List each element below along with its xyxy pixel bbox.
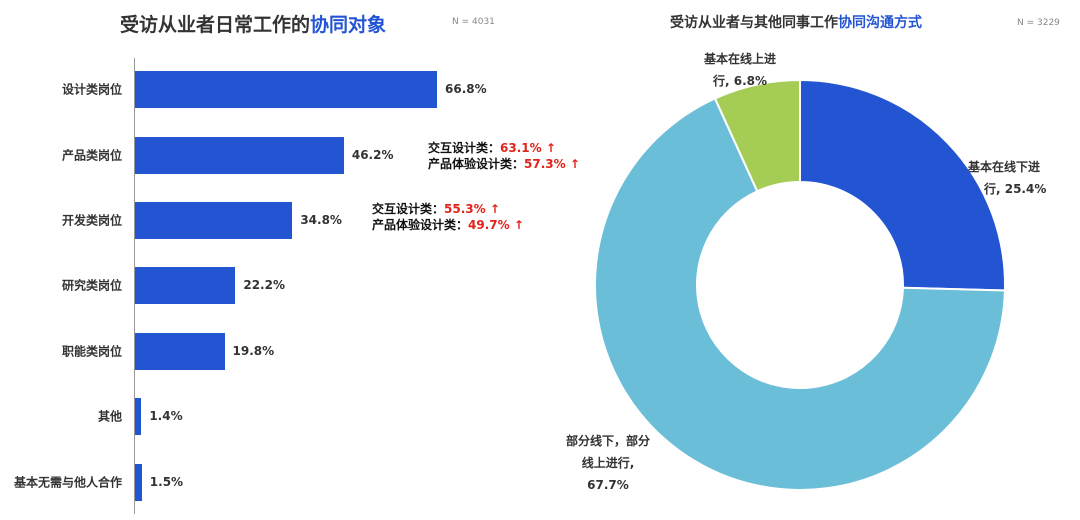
bar bbox=[135, 333, 225, 370]
right-title-highlight: 协同沟通方式 bbox=[838, 15, 922, 31]
donut-slice bbox=[713, 78, 801, 193]
pie-label-online: 基本在线上进 行, 6.8% bbox=[703, 52, 776, 88]
bar bbox=[135, 398, 142, 435]
annotation-product: 交互设计类：63.1% ↑ 产品体验设计类：57.3% ↑ bbox=[428, 140, 580, 172]
annotation-dev-line2: 产品体验设计类：49.7% ↑ bbox=[372, 218, 524, 232]
bar bbox=[135, 137, 344, 174]
bar bbox=[135, 267, 236, 304]
annotation-dev-line1: 交互设计类：55.3% ↑ bbox=[372, 202, 500, 216]
donut-slice bbox=[594, 97, 1006, 491]
left-title-prefix: 受访从业者日常工作的 bbox=[120, 14, 311, 36]
annotation-product-line2: 产品体验设计类：57.3% ↑ bbox=[428, 157, 580, 171]
bar-value-label: 1.5% bbox=[149, 475, 184, 489]
bar-value-label: 46.2% bbox=[351, 148, 394, 162]
right-n-note: N = 3229 bbox=[1017, 18, 1060, 28]
bar bbox=[135, 71, 437, 108]
bar bbox=[135, 202, 293, 239]
bar-category-label: 研究类岗位 bbox=[61, 278, 122, 293]
left-title-highlight: 协同对象 bbox=[310, 14, 387, 36]
donut-slice bbox=[799, 78, 1006, 292]
bar-category-label: 开发类岗位 bbox=[61, 213, 122, 228]
bar-value-label: 66.8% bbox=[445, 82, 487, 96]
left-chart-title: 受访从业者日常工作的协同对象 bbox=[120, 10, 386, 37]
pie-label-offline: 基本在线下进 行, 25.4% bbox=[968, 160, 1047, 196]
annotation-product-line1: 交互设计类：63.1% ↑ bbox=[428, 141, 556, 155]
bar-category-label: 其他 bbox=[97, 409, 122, 424]
bar-category-label: 基本无需与他人合作 bbox=[13, 475, 122, 490]
annotation-dev: 交互设计类：55.3% ↑ 产品体验设计类：49.7% ↑ bbox=[372, 201, 524, 233]
bar-category-label: 设计类岗位 bbox=[61, 82, 122, 97]
pie-label-mixed: 部分线下，部分 线上进行, 67.7% bbox=[565, 434, 650, 492]
bar-value-label: 22.2% bbox=[243, 278, 285, 292]
right-chart-title: 受访从业者与其他同事工作协同沟通方式 bbox=[670, 12, 922, 32]
bar-category-label: 职能类岗位 bbox=[61, 344, 122, 359]
right-title-prefix: 受访从业者与其他同事工作 bbox=[670, 15, 838, 31]
bar-value-label: 19.8% bbox=[232, 344, 275, 358]
bar-category-label: 产品类岗位 bbox=[61, 148, 122, 163]
left-n-note: N = 4031 bbox=[452, 17, 495, 27]
bar-value-label: 1.4% bbox=[149, 409, 183, 423]
bar bbox=[135, 464, 142, 501]
left-axis-line bbox=[134, 58, 135, 514]
bar-value-label: 34.8% bbox=[300, 213, 342, 227]
